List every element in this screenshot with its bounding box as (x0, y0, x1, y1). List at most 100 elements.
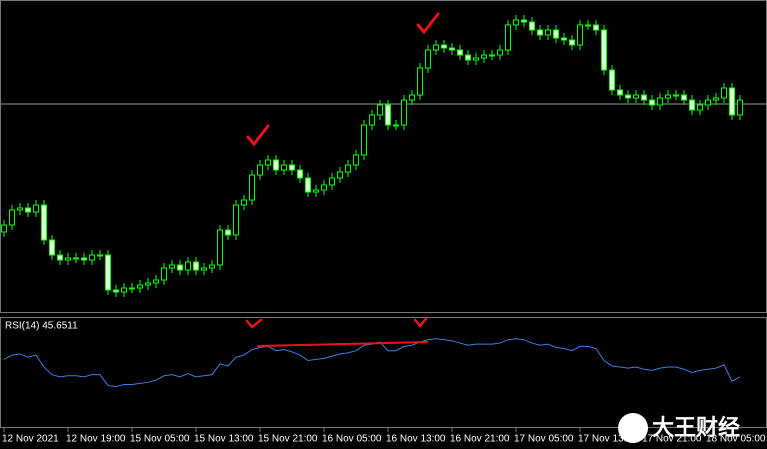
candle-body (649, 99, 655, 106)
price-pane (0, 0, 767, 313)
candle-body (697, 104, 703, 111)
candle-body (673, 94, 679, 97)
x-tick-label: 18 Nov 05:00 (706, 434, 766, 445)
candle-body (481, 54, 487, 59)
candle-body (361, 124, 367, 156)
candle-body (689, 99, 695, 111)
candle-body (1, 224, 7, 233)
candle-body (617, 89, 623, 96)
candle-body (129, 287, 135, 290)
candle-body (665, 94, 671, 99)
candle-body (425, 49, 431, 69)
candle-body (209, 264, 215, 269)
candle-body (593, 24, 599, 31)
candle-body (537, 29, 543, 36)
x-tick-label: 15 Nov 13:00 (194, 434, 254, 445)
candle-body (497, 49, 503, 56)
candle-body (681, 94, 687, 101)
candle-body (25, 207, 31, 213)
x-tick-label: 12 Nov 19:00 (66, 434, 126, 445)
candle-body (273, 159, 279, 171)
candle-body (289, 164, 295, 171)
candle-body (625, 94, 631, 99)
candle-body (9, 209, 15, 226)
candle-body (225, 229, 231, 236)
candle-body (185, 261, 191, 271)
candle-body (305, 177, 311, 193)
candle-body (441, 44, 447, 49)
candle-body (153, 279, 159, 284)
candle-body (401, 99, 407, 126)
check-mark (413, 317, 428, 328)
logo-icon (618, 413, 648, 443)
candle-body (161, 267, 167, 281)
candle-body (169, 264, 175, 269)
candle-body (465, 54, 471, 61)
candle-body (249, 174, 255, 201)
candle-body (705, 99, 711, 106)
x-tick-label: 17 Nov 05:00 (514, 434, 574, 445)
candle-body (377, 104, 383, 116)
x-tick-label: 15 Nov 05:00 (130, 434, 190, 445)
candle-body (393, 124, 399, 127)
candle-body (729, 87, 735, 116)
candle-body (457, 49, 463, 56)
candle-body (201, 267, 207, 271)
candle-body (297, 169, 303, 179)
x-tick-label: 17 Nov 13:00 (578, 434, 638, 445)
candle-body (313, 189, 319, 193)
candle-body (73, 257, 79, 260)
candle-body (561, 37, 567, 41)
candle-body (641, 94, 647, 101)
x-tick-label: 12 Nov 2021 (2, 434, 59, 445)
candle-body (41, 204, 47, 241)
candle-body (489, 54, 495, 57)
candle-body (505, 24, 511, 51)
rsi-pane (0, 317, 767, 428)
candle-body (577, 24, 583, 46)
candle-body (329, 177, 335, 186)
x-tick-label: 16 Nov 21:00 (450, 434, 510, 445)
candle-body (585, 24, 591, 27)
x-tick-label: 17 Nov 21:00 (642, 434, 702, 445)
candle-body (57, 254, 63, 261)
candle-body (145, 282, 151, 286)
candle-body (545, 29, 551, 36)
candle-body (337, 171, 343, 179)
candle-body (553, 29, 559, 39)
x-tick-label: 16 Nov 13:00 (386, 434, 446, 445)
candle-body (353, 154, 359, 166)
candle-body (633, 94, 639, 99)
candle-body (113, 289, 119, 293)
candle-body (345, 164, 351, 173)
annotations (245, 12, 440, 347)
candle-body (321, 184, 327, 191)
candle-body (569, 39, 575, 46)
check-mark (416, 12, 440, 35)
candle-body (713, 97, 719, 101)
candle-body (409, 94, 415, 101)
candle-body (721, 87, 727, 99)
candle-body (33, 204, 39, 213)
candle-body (609, 69, 615, 91)
candle-body (105, 254, 111, 291)
candle-body (601, 29, 607, 71)
candle-body (521, 19, 527, 23)
check-mark (245, 318, 263, 329)
candle-body (233, 204, 239, 236)
candle-body (137, 284, 143, 289)
logo: 大王财经 (618, 413, 740, 443)
rsi-title: RSI(14) 45.6511 (5, 321, 78, 332)
candle-body (657, 97, 663, 106)
candle-body (737, 99, 743, 116)
candle-body (193, 261, 199, 271)
divergence-line (257, 341, 428, 347)
candle-body (449, 47, 455, 51)
candle-body (281, 164, 287, 171)
candle-body (265, 159, 271, 166)
candle-body (177, 264, 183, 271)
candle-body (217, 229, 223, 266)
candle-body (417, 67, 423, 96)
candle-body (257, 164, 263, 176)
